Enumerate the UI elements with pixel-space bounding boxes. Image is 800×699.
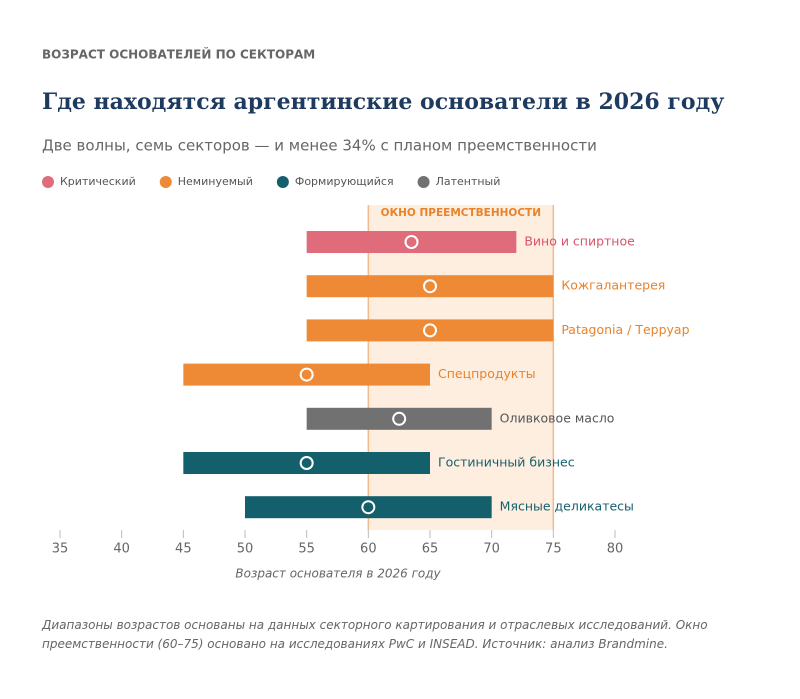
subtitle: Две волны, семь секторов — и менее 34% с…: [42, 137, 597, 155]
category-label: Кожгалантерея: [561, 278, 665, 293]
legend-swatch: [417, 176, 430, 188]
x-tick-label: 65: [422, 542, 439, 557]
range-bar: [183, 452, 430, 474]
midpoint: [299, 367, 314, 382]
eyebrow: ВОЗРАСТ ОСНОВАТЕЛЕЙ ПО СЕКТОРАМ: [42, 47, 315, 62]
category-label: Оливковое масло: [500, 410, 615, 425]
range-bar: [183, 363, 430, 386]
range-bar: [245, 496, 492, 519]
midpoint: [423, 323, 437, 338]
x-tick-label: 75: [545, 542, 562, 557]
category-label: Гостиничный бизнес: [438, 455, 575, 470]
category-label: Спецпродукты: [438, 366, 536, 381]
range-bar: [306, 319, 554, 342]
range-bar: [306, 407, 492, 430]
midpoint: [404, 235, 419, 249]
x-tick-label: 80: [607, 542, 624, 557]
x-tick-label: 35: [52, 542, 69, 557]
window-label: ОКНО ПРЕЕМСТВЕННОСТИ: [381, 207, 541, 219]
category-label: Patagonia / Терруар: [561, 322, 689, 337]
x-tick-label: 60: [360, 542, 377, 557]
legend-label: Формирующийся: [295, 175, 394, 188]
x-tick-label: 40: [113, 542, 130, 557]
legend-swatch: [159, 176, 172, 188]
legend-label: Латентный: [436, 175, 501, 188]
x-tick-label: 55: [298, 542, 315, 557]
category-label: Вино и спиртное: [524, 234, 635, 249]
midpoint: [361, 500, 376, 515]
footnote: Диапазоны возрастов основаны на данных с…: [42, 618, 708, 651]
midpoint: [392, 411, 407, 426]
x-axis-label: Возраст основателя в 2026 году: [235, 567, 441, 581]
chart: ВОЗРАСТ ОСНОВАТЕЛЕЙ ПО СЕКТОРАМ Где нахо…: [42, 47, 724, 581]
legend-label: Неминуемый: [178, 175, 253, 188]
midpoint: [423, 279, 437, 294]
chart-title: Где находятся аргентинские основатели в …: [42, 89, 724, 115]
x-tick-label: 45: [175, 542, 192, 557]
range-bar: [306, 275, 554, 298]
legend-label: Критический: [60, 175, 136, 188]
x-tick-label: 70: [483, 542, 500, 557]
x-tick-label: 50: [237, 542, 254, 557]
legend-swatch: [276, 176, 289, 188]
midpoint: [299, 456, 314, 470]
legend-swatch: [42, 176, 54, 188]
category-label: Мясные деликатесы: [500, 499, 634, 514]
range-bar: [306, 231, 517, 253]
